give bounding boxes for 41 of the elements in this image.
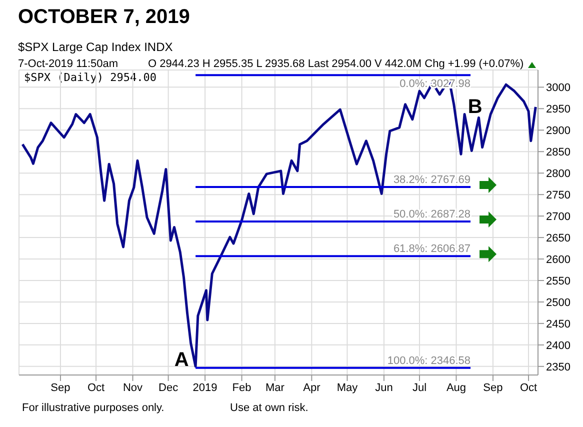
ref-line-label: 50.0%: 2687.28 xyxy=(393,208,471,221)
y-tick-label: 2650 xyxy=(546,232,570,244)
y-tick-label: 2450 xyxy=(546,318,570,330)
y-tick-label: 2750 xyxy=(546,189,570,202)
y-tick-label: 2350 xyxy=(546,361,570,374)
x-tick-label: Dec xyxy=(158,382,179,394)
ref-line-label: 100.0%: 2346.58 xyxy=(387,354,471,367)
y-tick-label: 2700 xyxy=(546,210,570,223)
annotation: $SPX (Daily) 2954.00 xyxy=(24,71,156,84)
x-tick-label: Sep xyxy=(483,382,503,394)
annotation: 7-Oct-2019 11:50am xyxy=(18,58,118,70)
text: For illustrative purposes only. xyxy=(22,402,164,414)
ref-line-label: 38.2%: 2767.69 xyxy=(393,174,471,186)
y-tick-label: 2600 xyxy=(546,254,570,266)
text: Use at own risk. xyxy=(230,402,308,414)
x-tick-label: Feb xyxy=(232,382,252,394)
x-tick-label: Aug xyxy=(446,382,466,394)
y-tick-label: 2950 xyxy=(546,104,570,116)
chart-title: OCTOBER 7, 2019 xyxy=(18,6,190,29)
y-tick-label: 2500 xyxy=(546,296,570,309)
y-tick-label: 2800 xyxy=(546,168,570,180)
annotation: O 2944.23 H 2955.35 L 2935.68 Last 2954.00 V 442.0M Chg +1.99 (+0.07%) xyxy=(148,58,524,70)
x-tick-label: Oct xyxy=(520,382,538,394)
x-tick-label: May xyxy=(336,382,358,394)
annotation: B xyxy=(468,96,482,118)
y-tick-label: 2850 xyxy=(546,146,570,159)
annotation: A xyxy=(174,348,189,371)
text: $SPX Large Cap Index INDX xyxy=(18,40,173,54)
x-tick-label: Mar xyxy=(265,382,285,394)
x-tick-label: Oct xyxy=(87,382,105,394)
y-tick-label: 2400 xyxy=(546,340,570,352)
x-tick-label: 2019 xyxy=(192,382,218,394)
x-tick-label: Jun xyxy=(375,382,393,394)
ref-line-label: 61.8%: 2606.87 xyxy=(393,243,471,256)
x-tick-label: Sep xyxy=(50,382,70,394)
y-tick-label: 3000 xyxy=(546,82,570,94)
x-tick-label: Jul xyxy=(412,382,427,394)
y-tick-label: 2550 xyxy=(546,275,570,288)
x-tick-label: Nov xyxy=(122,382,144,394)
y-tick-label: 2900 xyxy=(546,125,570,138)
x-tick-label: Apr xyxy=(303,382,321,394)
